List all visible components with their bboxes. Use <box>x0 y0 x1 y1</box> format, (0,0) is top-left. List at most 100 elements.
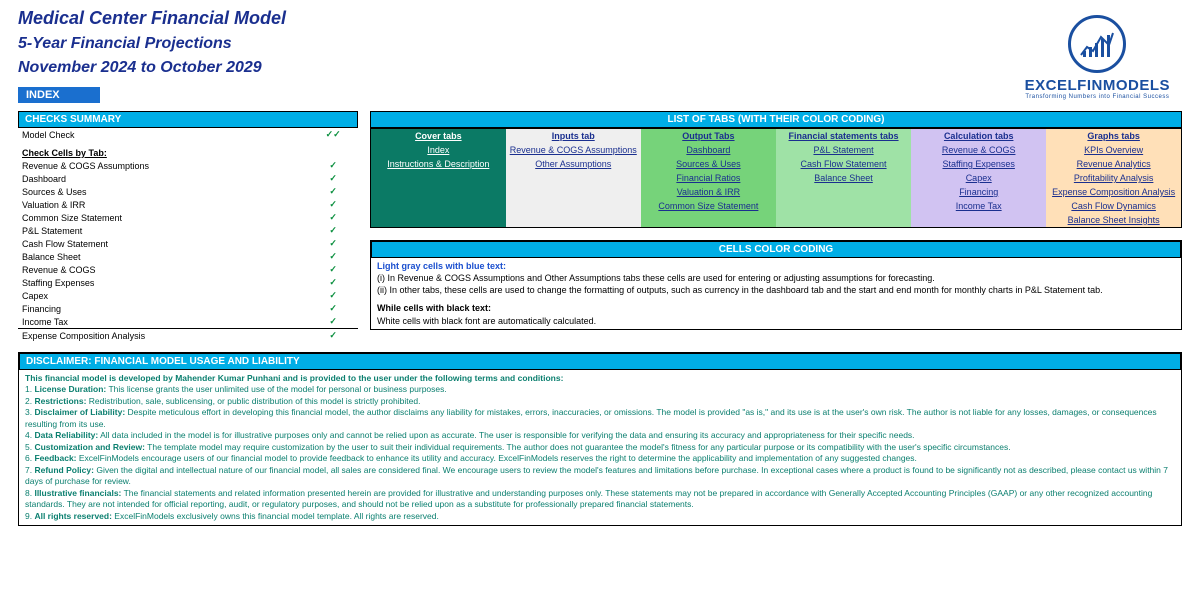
disclaimer-item: 4. Data Reliability: All data included i… <box>25 430 1175 441</box>
model-check-marks: ✓✓ <box>308 128 358 141</box>
tab-link <box>776 213 911 228</box>
tab-link[interactable]: Sources & Uses <box>641 157 776 171</box>
tab-link <box>641 213 776 228</box>
tab-link <box>371 213 506 228</box>
tab-link[interactable]: Capex <box>911 171 1046 185</box>
tab-link <box>506 213 641 228</box>
page-title-3: November 2024 to October 2029 <box>18 59 1182 77</box>
tab-link <box>371 185 506 199</box>
check-row-label: Capex <box>18 289 308 302</box>
tab-link <box>371 171 506 185</box>
check-row-label: Sources & Uses <box>18 185 308 198</box>
tab-link[interactable]: Financing <box>911 185 1046 199</box>
index-label: INDEX <box>18 87 100 103</box>
tab-link[interactable]: Instructions & Description <box>371 157 506 171</box>
tabs-column-header: Inputs tab <box>506 129 641 144</box>
disclaimer-header: DISCLAIMER: FINANCIAL MODEL USAGE AND LI… <box>19 353 1181 370</box>
tab-link[interactable]: Staffing Expenses <box>911 157 1046 171</box>
tab-link <box>776 185 911 199</box>
tab-link[interactable]: KPIs Overview <box>1046 143 1181 157</box>
brand-logo: EXCELFINMODELS Transforming Numbers into… <box>1025 15 1170 100</box>
disclaimer-item: 8. Illustrative financials: The financia… <box>25 488 1175 511</box>
tab-link <box>911 213 1046 228</box>
check-row-label: Revenue & COGS <box>18 263 308 276</box>
tab-link <box>371 199 506 213</box>
tab-link[interactable]: Balance Sheet Insights <box>1046 213 1181 228</box>
check-row-tick: ✓ <box>308 329 358 343</box>
check-row-tick: ✓ <box>308 172 358 185</box>
disclaimer-lead: This financial model is developed by Mah… <box>25 373 1175 384</box>
check-row-label: Balance Sheet <box>18 250 308 263</box>
tab-link[interactable]: Revenue Analytics <box>1046 157 1181 171</box>
tabs-column-header: Graphs tabs <box>1046 129 1181 144</box>
tabs-column-header: Financial statements tabs <box>776 129 911 144</box>
coding-line3: White cells with black font are automati… <box>377 315 1175 327</box>
logo-icon <box>1068 15 1126 73</box>
tabs-table: Cover tabsInputs tabOutput TabsFinancial… <box>370 128 1182 228</box>
page-title-2: 5-Year Financial Projections <box>18 35 1182 53</box>
check-row-label: Financing <box>18 302 308 315</box>
color-coding-box: CELLS COLOR CODING Light gray cells with… <box>370 240 1182 330</box>
disclaimer-item: 9. All rights reserved: ExcelFinModels e… <box>25 511 1175 522</box>
check-row-tick: ✓ <box>308 159 358 172</box>
disclaimer-item: 5. Customization and Review: The templat… <box>25 442 1175 453</box>
coding-blue-label: Light gray cells with blue text: <box>377 260 1175 272</box>
checks-summary: CHECKS SUMMARY Model Check ✓✓ Check Cell… <box>18 111 358 342</box>
check-row-tick: ✓ <box>308 302 358 315</box>
check-row-tick: ✓ <box>308 198 358 211</box>
check-row-tick: ✓ <box>308 224 358 237</box>
check-row-tick: ✓ <box>308 263 358 276</box>
tab-link <box>506 199 641 213</box>
tab-link[interactable]: Profitability Analysis <box>1046 171 1181 185</box>
page-title-1: Medical Center Financial Model <box>18 8 1182 29</box>
tabs-column-header: Calculation tabs <box>911 129 1046 144</box>
tab-link[interactable]: Revenue & COGS <box>911 143 1046 157</box>
tab-link <box>506 185 641 199</box>
disclaimer-item: 3. Disclaimer of Liability: Despite meti… <box>25 407 1175 430</box>
tab-link[interactable]: Index <box>371 143 506 157</box>
tab-link[interactable]: Cash Flow Dynamics <box>1046 199 1181 213</box>
tab-link[interactable]: Cash Flow Statement <box>776 157 911 171</box>
checks-header: CHECKS SUMMARY <box>18 111 358 128</box>
coding-line1: (i) In Revenue & COGS Assumptions and Ot… <box>377 272 1175 284</box>
disclaimer-item: 2. Restrictions: Redistribution, sale, s… <box>25 396 1175 407</box>
tab-link[interactable]: Common Size Statement <box>641 199 776 213</box>
tabs-column-header: Cover tabs <box>371 129 506 144</box>
check-row-label: Valuation & IRR <box>18 198 308 211</box>
check-row-label: Revenue & COGS Assumptions <box>18 159 308 172</box>
check-row-tick: ✓ <box>308 250 358 263</box>
tabs-column-header: Output Tabs <box>641 129 776 144</box>
tab-link[interactable]: Income Tax <box>911 199 1046 213</box>
tab-link[interactable]: Other Assumptions <box>506 157 641 171</box>
tab-link <box>776 199 911 213</box>
tabs-header: LIST OF TABS (WITH THEIR COLOR CODING) <box>370 111 1182 128</box>
check-row-tick: ✓ <box>308 237 358 250</box>
coding-line2: (ii) In other tabs, these cells are used… <box>377 284 1175 296</box>
disclaimer-item: 1. License Duration: This license grants… <box>25 384 1175 395</box>
check-row-label: Common Size Statement <box>18 211 308 224</box>
coding-black-label: While cells with black text: <box>377 302 1175 314</box>
check-row-label: Expense Composition Analysis <box>18 329 308 343</box>
check-row-tick: ✓ <box>308 211 358 224</box>
check-row-label: Dashboard <box>18 172 308 185</box>
tab-link[interactable]: Revenue & COGS Assumptions <box>506 143 641 157</box>
tab-link <box>506 171 641 185</box>
tab-link[interactable]: P&L Statement <box>776 143 911 157</box>
tab-link[interactable]: Valuation & IRR <box>641 185 776 199</box>
check-row-label: P&L Statement <box>18 224 308 237</box>
tab-link[interactable]: Dashboard <box>641 143 776 157</box>
check-row-tick: ✓ <box>308 289 358 302</box>
check-row-tick: ✓ <box>308 185 358 198</box>
disclaimer-item: 6. Feedback: ExcelFinModels encourage us… <box>25 453 1175 464</box>
disclaimer-item: 7. Refund Policy: Given the digital and … <box>25 465 1175 488</box>
check-row-label: Staffing Expenses <box>18 276 308 289</box>
model-check-label: Model Check <box>18 128 308 141</box>
tab-link[interactable]: Financial Ratios <box>641 171 776 185</box>
brand-tagline: Transforming Numbers into Financial Succ… <box>1025 94 1170 100</box>
check-by-tab-label: Check Cells by Tab: <box>18 147 358 159</box>
check-row-tick: ✓ <box>308 315 358 329</box>
check-row-tick: ✓ <box>308 276 358 289</box>
disclaimer-box: DISCLAIMER: FINANCIAL MODEL USAGE AND LI… <box>18 352 1182 526</box>
tab-link[interactable]: Expense Composition Analysis <box>1046 185 1181 199</box>
tab-link[interactable]: Balance Sheet <box>776 171 911 185</box>
